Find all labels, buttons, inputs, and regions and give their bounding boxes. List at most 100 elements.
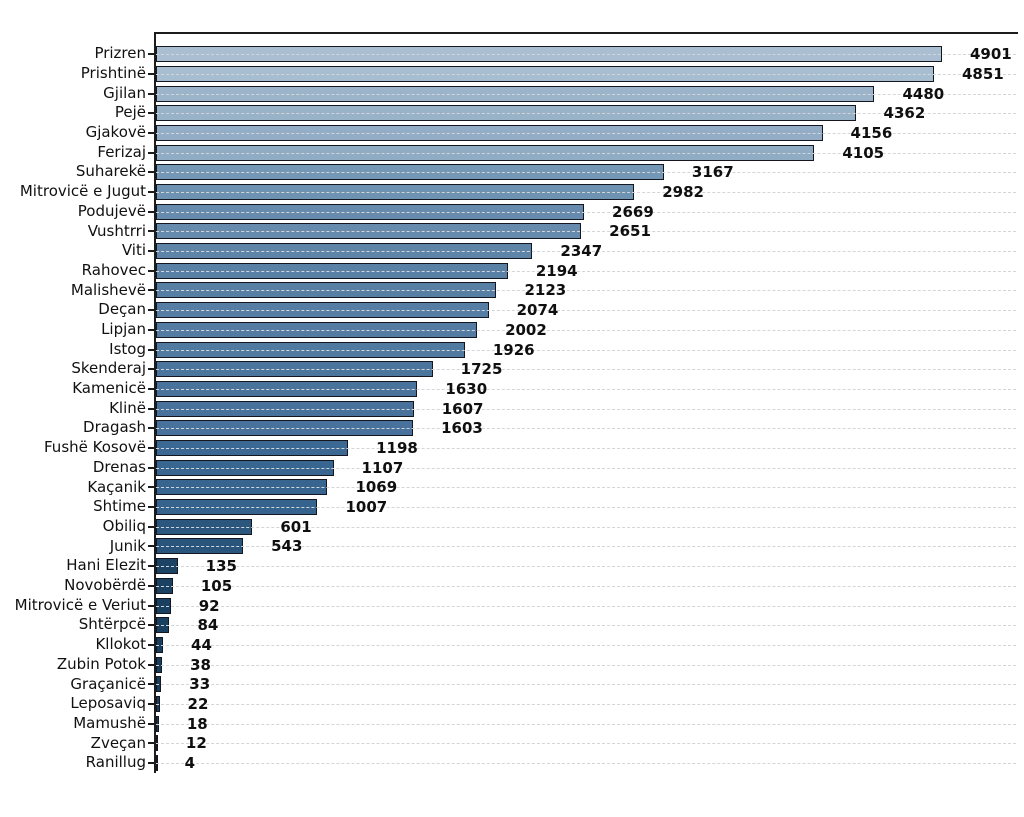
category-label: Mitrovicë e Veriut: [14, 595, 146, 614]
plot-area-row: 1198: [154, 438, 1024, 458]
gridline: [156, 428, 1016, 430]
gridline: [156, 743, 1016, 745]
gridline: [156, 211, 1016, 213]
plot-area-row: 38: [154, 655, 1024, 675]
bar-row: Novobërdë 105: [0, 576, 1024, 596]
value-label: 33: [189, 675, 211, 694]
bar-row: Zveçan 12: [0, 734, 1024, 754]
value-label: 4480: [902, 84, 945, 103]
category-label: Shtërpcë: [78, 615, 146, 634]
bar-row: Hani Elezit 135: [0, 556, 1024, 576]
bar-row: Ranillug 4: [0, 753, 1024, 773]
category-label: Drenas: [92, 457, 146, 476]
bar-row: Prizren 4901: [0, 44, 1024, 64]
bar-row: Dragash 1603: [0, 418, 1024, 438]
plot-area-row: 18: [154, 714, 1024, 734]
plot-area-row: 1603: [154, 418, 1024, 438]
gridline: [156, 467, 1016, 469]
value-label: 84: [197, 616, 219, 635]
gridline: [156, 310, 1016, 312]
gridline: [156, 566, 1016, 568]
gridline: [156, 132, 1016, 134]
y-axis-tick: [148, 584, 154, 587]
gridline: [156, 270, 1016, 272]
value-label: 4901: [970, 45, 1012, 64]
category-label: Istog: [109, 339, 146, 358]
value-label: 22: [187, 695, 209, 714]
bar-row: Shtërpcë 84: [0, 615, 1024, 635]
bar-row: Shtime 1007: [0, 497, 1024, 517]
bar-row: Leposaviq 22: [0, 694, 1024, 714]
gridline: [156, 605, 1016, 607]
y-axis-tick: [148, 289, 154, 292]
category-label: Fushë Kosovë: [44, 438, 146, 457]
bar-row: Skenderaj 1725: [0, 359, 1024, 379]
bar-row: Istog 1926: [0, 340, 1024, 360]
y-axis-tick: [148, 210, 154, 213]
y-axis-tick: [148, 703, 154, 706]
y-axis-tick: [148, 171, 154, 174]
category-label: Lipjan: [101, 320, 146, 339]
plot-area-row: 1107: [154, 458, 1024, 478]
y-axis-tick: [148, 269, 154, 272]
category-label: Leposaviq: [70, 694, 146, 713]
y-axis-tick: [148, 624, 154, 627]
category-label: Junik: [109, 536, 146, 555]
plot-area-row: 92: [154, 596, 1024, 616]
gridline: [156, 172, 1016, 174]
value-label: 1607: [441, 399, 484, 418]
value-label: 1926: [492, 340, 535, 359]
value-label: 4: [184, 754, 196, 773]
bar-row: Kamenicë 1630: [0, 379, 1024, 399]
y-axis-tick: [148, 663, 154, 666]
y-axis-line: [154, 32, 156, 773]
plot-area-row: 1926: [154, 340, 1024, 360]
category-label: Ranillug: [85, 753, 146, 772]
category-label: Prishtinë: [80, 63, 146, 82]
plot-area-row: 2123: [154, 281, 1024, 301]
y-axis-tick: [148, 722, 154, 725]
y-axis-tick: [148, 742, 154, 745]
plot-area-row: 4851: [154, 64, 1024, 84]
y-axis-tick: [148, 466, 154, 469]
category-label: Gjilan: [103, 83, 146, 102]
plot-area-row: 2074: [154, 300, 1024, 320]
plot-area-row: 22: [154, 694, 1024, 714]
value-label: 1198: [376, 439, 418, 458]
bar-row: Rahovec 2194: [0, 261, 1024, 281]
gridline: [156, 93, 1016, 95]
bar-row: Mitrovicë e Jugut 2982: [0, 182, 1024, 202]
gridline: [156, 704, 1016, 706]
gridline: [156, 644, 1016, 646]
bar-row: Fushë Kosovë 1198: [0, 438, 1024, 458]
y-axis-tick: [148, 112, 154, 115]
category-label: Suharekë: [75, 162, 146, 181]
value-label: 1725: [460, 360, 503, 379]
value-label: 4156: [850, 123, 893, 142]
bar-row: Suharekë 3167: [0, 162, 1024, 182]
category-label: Klinë: [109, 398, 146, 417]
category-label: Novobërdë: [64, 576, 146, 595]
y-axis-tick: [148, 348, 154, 351]
gridline: [156, 152, 1016, 154]
y-axis-tick: [148, 309, 154, 312]
gridline: [156, 73, 1016, 75]
category-label: Mitrovicë e Jugut: [19, 182, 146, 201]
bar-row: Gjilan 4480: [0, 84, 1024, 104]
y-axis-tick: [148, 604, 154, 607]
bar-row: Pejë 4362: [0, 103, 1024, 123]
value-label: 92: [198, 596, 220, 615]
bar-row: Klinë 1607: [0, 399, 1024, 419]
plot-area-row: 4105: [154, 143, 1024, 163]
value-label: 18: [186, 714, 208, 733]
bar-row: Obiliq 601: [0, 517, 1024, 537]
plot-area-row: 2002: [154, 320, 1024, 340]
value-label: 1630: [445, 379, 488, 398]
bar-row: Malishevë 2123: [0, 281, 1024, 301]
y-axis-tick: [148, 486, 154, 489]
plot-area-row: 4901: [154, 44, 1024, 64]
plot-area-row: 84: [154, 615, 1024, 635]
gridline: [156, 329, 1016, 331]
category-label: Hani Elezit: [66, 556, 146, 575]
plot-top-spine: [154, 32, 1018, 34]
